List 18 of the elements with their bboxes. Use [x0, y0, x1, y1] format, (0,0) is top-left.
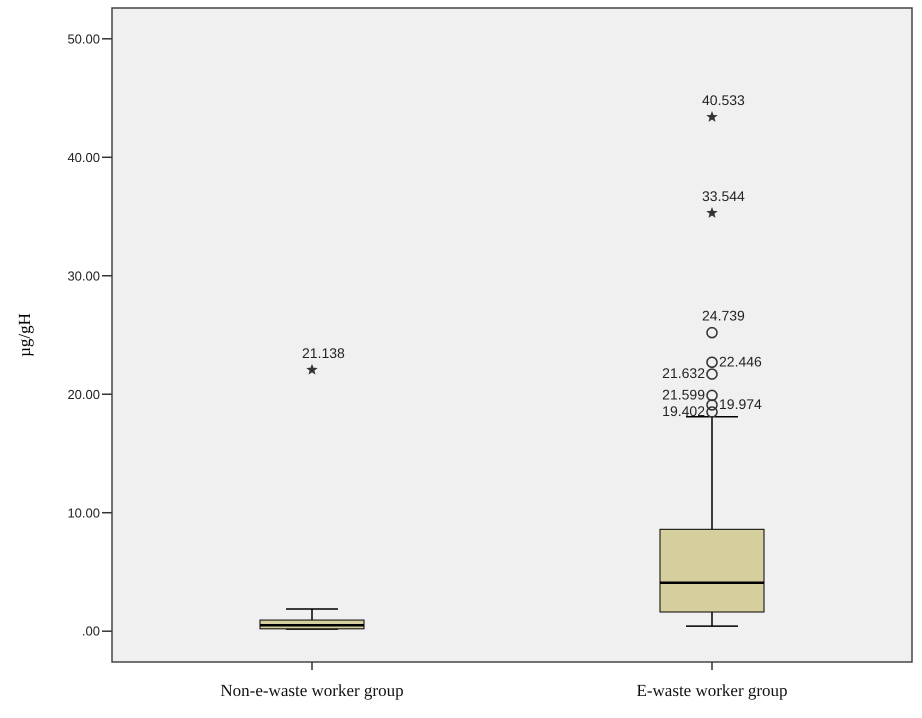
annotation: 19.974: [719, 396, 762, 412]
annotation: 21.138: [302, 344, 346, 361]
y-tick-label: .00: [82, 624, 100, 639]
y-tick-label: 50.00: [67, 31, 100, 46]
y-tick-label: 40.00: [67, 150, 100, 165]
annotation: 21.632: [662, 365, 706, 382]
x-tick-label: E-waste worker group: [636, 681, 788, 700]
y-tick-label: 20.00: [67, 386, 100, 402]
annotation: 21.599: [662, 386, 706, 402]
x-tick-label: Non-e-waste worker group: [220, 681, 404, 700]
annotation: 24.739: [702, 308, 746, 324]
y-axis-title: µg/gH: [15, 313, 34, 357]
annotation: 22.446: [719, 353, 762, 370]
y-tick-label: 30.00: [67, 268, 100, 284]
annotation: 33.544: [702, 188, 746, 204]
y-tick-label: 10.00: [67, 505, 100, 520]
annotation: 40.533: [702, 92, 746, 108]
annotation: 19.402: [662, 403, 706, 420]
